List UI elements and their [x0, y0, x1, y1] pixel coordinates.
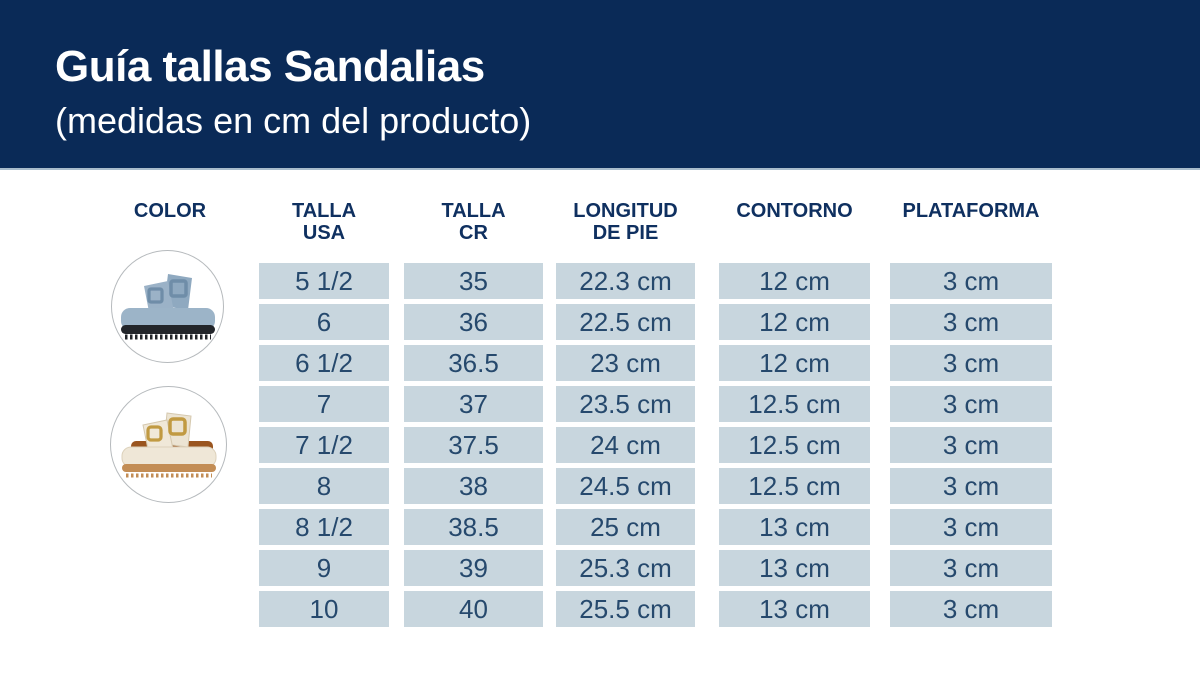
table-row: 5 1/2 35 22.3 cm 12 cm 3 cm — [259, 263, 1052, 299]
table-row: 9 39 25.3 cm 13 cm 3 cm — [259, 550, 1052, 586]
cell-plataforma: 3 cm — [890, 591, 1052, 627]
cell-talla-cr: 38 — [404, 468, 543, 504]
column-header-label: CONTORNO — [719, 200, 870, 222]
table-row: 8 38 24.5 cm 12.5 cm 3 cm — [259, 468, 1052, 504]
column-header-label: TALLA — [259, 200, 389, 222]
cell-plataforma: 3 cm — [890, 263, 1052, 299]
cell-talla-usa: 7 1/2 — [259, 427, 389, 463]
cell-longitud-de-pie: 25.3 cm — [556, 550, 695, 586]
cell-plataforma: 3 cm — [890, 304, 1052, 340]
cell-talla-usa: 10 — [259, 591, 389, 627]
cell-talla-usa: 6 — [259, 304, 389, 340]
cell-talla-usa: 5 1/2 — [259, 263, 389, 299]
cell-longitud-de-pie: 25 cm — [556, 509, 695, 545]
cell-plataforma: 3 cm — [890, 386, 1052, 422]
column-header-label: DE PIE — [556, 222, 695, 244]
cell-talla-cr: 36.5 — [404, 345, 543, 381]
table-row: 7 37 23.5 cm 12.5 cm 3 cm — [259, 386, 1052, 422]
table-row: 8 1/2 38.5 25 cm 13 cm 3 cm — [259, 509, 1052, 545]
cell-talla-cr: 35 — [404, 263, 543, 299]
page-subtitle: (medidas en cm del producto) — [55, 100, 531, 142]
size-guide-page: Guía tallas Sandalias (medidas en cm del… — [0, 0, 1200, 697]
cell-contorno: 12 cm — [719, 345, 870, 381]
column-header-plataforma: PLATAFORMA — [890, 200, 1052, 222]
column-header-longitud-de-pie: LONGITUDDE PIE — [556, 200, 695, 244]
column-header-label: LONGITUD — [556, 200, 695, 222]
cell-talla-usa: 9 — [259, 550, 389, 586]
cell-talla-cr: 39 — [404, 550, 543, 586]
cell-longitud-de-pie: 22.5 cm — [556, 304, 695, 340]
cell-plataforma: 3 cm — [890, 345, 1052, 381]
cell-talla-cr: 38.5 — [404, 509, 543, 545]
column-header-label: USA — [259, 222, 389, 244]
page-title: Guía tallas Sandalias — [55, 42, 485, 92]
column-header-label: TALLA — [404, 200, 543, 222]
cell-talla-usa: 8 1/2 — [259, 509, 389, 545]
table-row: 10 40 25.5 cm 13 cm 3 cm — [259, 591, 1052, 627]
cell-talla-usa: 6 1/2 — [259, 345, 389, 381]
cell-plataforma: 3 cm — [890, 468, 1052, 504]
cell-contorno: 12 cm — [719, 304, 870, 340]
cream-sandal-image — [119, 405, 219, 485]
table-row: 6 1/2 36.5 23 cm 12 cm 3 cm — [259, 345, 1052, 381]
cell-contorno: 12.5 cm — [719, 468, 870, 504]
table-row: 7 1/2 37.5 24 cm 12.5 cm 3 cm — [259, 427, 1052, 463]
cell-longitud-de-pie: 23.5 cm — [556, 386, 695, 422]
column-header-label: PLATAFORMA — [890, 200, 1052, 222]
cell-contorno: 12 cm — [719, 263, 870, 299]
column-header-label: CR — [404, 222, 543, 244]
column-header-contorno: CONTORNO — [719, 200, 870, 222]
cell-contorno: 13 cm — [719, 591, 870, 627]
cell-talla-cr: 36 — [404, 304, 543, 340]
cell-contorno: 12.5 cm — [719, 386, 870, 422]
blue-sandal-photo — [111, 250, 224, 363]
cell-longitud-de-pie: 25.5 cm — [556, 591, 695, 627]
cell-longitud-de-pie: 24 cm — [556, 427, 695, 463]
cell-longitud-de-pie: 22.3 cm — [556, 263, 695, 299]
cell-talla-cr: 37 — [404, 386, 543, 422]
cell-contorno: 12.5 cm — [719, 427, 870, 463]
blue-sandal-image — [118, 268, 218, 346]
cell-contorno: 13 cm — [719, 509, 870, 545]
cell-longitud-de-pie: 23 cm — [556, 345, 695, 381]
cell-talla-usa: 7 — [259, 386, 389, 422]
cell-plataforma: 3 cm — [890, 509, 1052, 545]
cell-talla-cr: 40 — [404, 591, 543, 627]
column-header-talla-usa: TALLAUSA — [259, 200, 389, 244]
cell-plataforma: 3 cm — [890, 427, 1052, 463]
cell-longitud-de-pie: 24.5 cm — [556, 468, 695, 504]
cell-contorno: 13 cm — [719, 550, 870, 586]
table-row: 6 36 22.5 cm 12 cm 3 cm — [259, 304, 1052, 340]
header-banner: Guía tallas Sandalias (medidas en cm del… — [0, 0, 1200, 170]
cell-plataforma: 3 cm — [890, 550, 1052, 586]
cell-talla-usa: 8 — [259, 468, 389, 504]
cell-talla-cr: 37.5 — [404, 427, 543, 463]
column-header-label: COLOR — [110, 200, 230, 222]
column-header-color: COLOR — [110, 200, 230, 222]
column-header-talla-cr: TALLACR — [404, 200, 543, 244]
cream-sandal-photo — [110, 386, 227, 503]
